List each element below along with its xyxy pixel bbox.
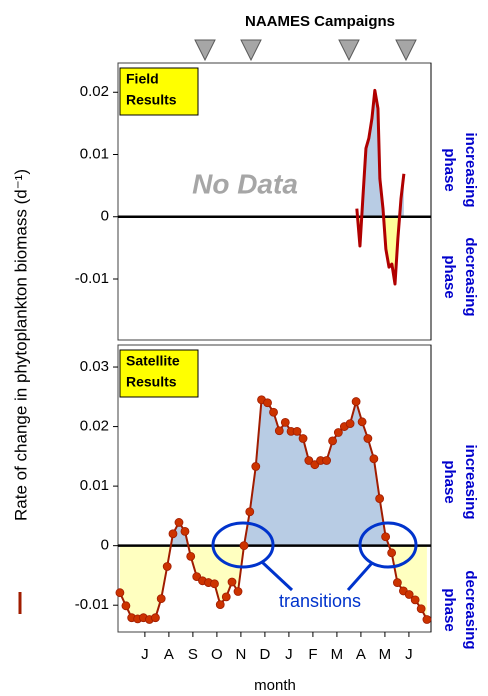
data-point bbox=[227, 577, 237, 587]
x-tick-label: A bbox=[164, 646, 174, 663]
data-point bbox=[174, 518, 184, 527]
x-tick-label: O bbox=[211, 646, 223, 663]
data-line bbox=[355, 88, 406, 286]
campaign-marker bbox=[338, 39, 360, 62]
data-point bbox=[345, 419, 355, 428]
y-tick-label: -0.01 bbox=[75, 270, 109, 287]
y-axis-label: Rate of change in phytoplankton biomass … bbox=[11, 169, 30, 521]
data-point bbox=[328, 436, 337, 446]
x-tick-label: J bbox=[141, 646, 149, 663]
x-tick-label: J bbox=[405, 646, 413, 663]
campaign-markers bbox=[194, 39, 417, 62]
data-point bbox=[180, 526, 190, 536]
area-negative bbox=[119, 545, 427, 620]
campaigns-title: NAAMES Campaigns bbox=[245, 13, 395, 30]
x-axis-label: month bbox=[254, 677, 296, 694]
data-point bbox=[333, 428, 343, 437]
data-point bbox=[156, 594, 166, 604]
campaign-marker bbox=[395, 39, 417, 62]
panel-label-box bbox=[119, 67, 199, 116]
data-point bbox=[221, 592, 231, 602]
data-point bbox=[210, 579, 219, 589]
x-tick-label: N bbox=[235, 646, 246, 663]
y-tick-label: 0.03 bbox=[80, 358, 109, 375]
phase-label: phase bbox=[441, 148, 458, 191]
campaign-marker bbox=[240, 39, 262, 62]
area-positive bbox=[356, 90, 404, 217]
data-point bbox=[215, 600, 225, 610]
transition-circle bbox=[211, 521, 275, 569]
y-tick-label: 0 bbox=[101, 208, 109, 225]
data-point bbox=[357, 417, 367, 427]
area-positive bbox=[170, 399, 389, 546]
data-point bbox=[304, 456, 314, 465]
phase-label: decreasing bbox=[462, 237, 479, 316]
transitions-annotation: transitions bbox=[279, 591, 361, 611]
no-data-annotation: No Data bbox=[192, 168, 298, 199]
data-point bbox=[151, 613, 160, 623]
data-point bbox=[363, 434, 373, 443]
panel-label-box bbox=[119, 349, 199, 398]
y-tick-label: 0.01 bbox=[80, 477, 109, 494]
phase-label: increasing bbox=[462, 444, 479, 519]
data-point bbox=[115, 588, 125, 598]
data-point bbox=[121, 601, 131, 611]
data-point bbox=[381, 532, 391, 542]
y-tick-label: 0 bbox=[101, 537, 109, 554]
data-point bbox=[387, 548, 397, 558]
transition-pointer bbox=[260, 560, 294, 592]
data-point bbox=[274, 426, 284, 436]
data-point bbox=[416, 604, 426, 614]
data-point bbox=[292, 426, 302, 436]
data-point bbox=[351, 397, 361, 406]
data-point bbox=[245, 507, 255, 517]
phase-label: phase bbox=[441, 460, 458, 503]
data-point bbox=[269, 407, 278, 417]
data-point bbox=[404, 590, 414, 599]
data-point bbox=[410, 595, 420, 605]
x-tick-label: M bbox=[331, 646, 344, 663]
panel-label: Field bbox=[126, 71, 159, 87]
transition-circle bbox=[358, 521, 418, 569]
phase-label: increasing bbox=[462, 132, 479, 207]
x-tick-label: A bbox=[356, 646, 366, 663]
data-point bbox=[168, 529, 178, 539]
x-tick-label: S bbox=[188, 646, 198, 663]
panel-label: Satellite bbox=[126, 353, 180, 369]
data-point bbox=[280, 418, 290, 427]
x-tick-label: J bbox=[285, 646, 293, 663]
data-point bbox=[251, 462, 261, 471]
y-tick-label: 0.01 bbox=[80, 145, 109, 162]
panel-label: Results bbox=[126, 92, 177, 108]
phase-label: decreasing bbox=[462, 570, 479, 649]
data-point bbox=[298, 434, 308, 443]
data-point bbox=[239, 541, 249, 551]
data-point bbox=[263, 398, 272, 408]
campaign-marker bbox=[194, 39, 216, 62]
x-tick-label: M bbox=[379, 646, 392, 663]
x-tick-label: D bbox=[259, 646, 270, 663]
y-tick-label: 0.02 bbox=[80, 83, 109, 100]
data-point bbox=[233, 587, 243, 596]
data-point bbox=[375, 494, 385, 504]
panel-label: Results bbox=[126, 374, 177, 390]
data-point bbox=[322, 456, 331, 465]
phase-label: phase bbox=[441, 255, 458, 298]
data-point bbox=[186, 551, 196, 561]
data-point bbox=[422, 615, 432, 624]
data-point bbox=[162, 562, 172, 571]
x-tick-label: F bbox=[308, 646, 317, 663]
data-point bbox=[369, 454, 379, 464]
data-point bbox=[392, 578, 402, 587]
y-tick-label: -0.01 bbox=[75, 596, 109, 613]
y-tick-label: 0.02 bbox=[80, 418, 109, 435]
area-negative bbox=[356, 216, 404, 284]
transition-pointer bbox=[346, 562, 374, 591]
phase-label: phase bbox=[441, 588, 458, 631]
